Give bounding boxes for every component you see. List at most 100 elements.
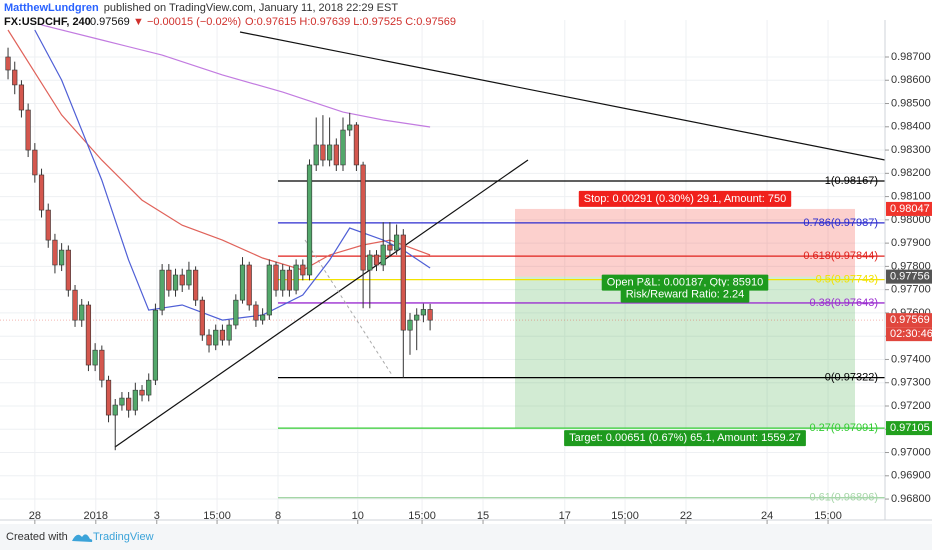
candle-body <box>327 144 333 161</box>
candle-body <box>18 84 25 111</box>
candle-body <box>253 304 259 321</box>
brand[interactable]: TradingView <box>93 531 154 543</box>
y-tick-label: 0.98000 <box>891 214 931 226</box>
position-label: Risk/Reward Ratio: 2.24 <box>626 289 745 301</box>
candle-body <box>280 269 286 291</box>
countdown-tag <box>886 327 932 342</box>
candle-body <box>273 264 279 291</box>
candles <box>5 47 433 451</box>
candle-body <box>320 144 326 161</box>
candle-body <box>286 269 293 291</box>
fib-label: 0(0.97322) <box>825 372 878 384</box>
candle-body <box>38 174 45 211</box>
y-tick-label: 0.97000 <box>891 446 931 458</box>
candle-body <box>360 164 366 271</box>
x-tick-label: 15:00 <box>408 510 436 522</box>
fib-label: 0.38(0.97643) <box>810 297 879 309</box>
candle-body <box>132 389 138 411</box>
y-tick-label: 0.97700 <box>891 284 931 296</box>
x-tick-label: 15:00 <box>814 510 842 522</box>
price-tag <box>886 421 932 436</box>
candle-body <box>126 397 132 411</box>
x-tick-label: 22 <box>680 510 692 522</box>
moving-average <box>34 29 431 321</box>
y-tick-label: 0.96900 <box>891 470 931 482</box>
candle-body <box>206 334 212 346</box>
candle-body <box>45 209 51 241</box>
price-tag <box>886 313 932 328</box>
fib-label: 0.5(0.97743) <box>816 274 878 286</box>
stop-zone <box>515 208 855 277</box>
y-tick-label: 0.97400 <box>891 353 931 365</box>
candle-body <box>347 124 353 131</box>
candle-body <box>367 254 373 271</box>
position-label: Target: 0.00651 (0.67%) 65.1, Amount: 15… <box>569 432 801 444</box>
moving-average <box>7 29 431 271</box>
candle-body <box>340 129 346 166</box>
candle-body <box>52 239 58 266</box>
candle-body <box>25 109 31 151</box>
candle-body <box>233 299 239 326</box>
fib-label: 0.618(0.97844) <box>803 250 878 262</box>
candle-body <box>313 144 319 166</box>
fib-anchor-line <box>304 239 393 376</box>
grid <box>0 20 885 520</box>
x-tick-label: 15:00 <box>611 510 639 522</box>
fib-label: 0.786(0.97987) <box>803 217 878 229</box>
y-tick-label: 0.97200 <box>891 400 931 412</box>
y-tick-label: 0.97800 <box>891 260 931 272</box>
candle-body <box>266 264 272 316</box>
candle-body <box>380 244 386 266</box>
published: published on TradingView.com, January 11… <box>104 2 399 14</box>
candle-body <box>427 309 433 321</box>
x-tick-label: 28 <box>29 510 41 522</box>
candle-body <box>59 249 65 266</box>
position-label-box <box>578 190 792 207</box>
candle-body <box>166 269 172 291</box>
fib-label: 0.61(0.96806) <box>810 492 879 504</box>
candle-body <box>92 349 98 366</box>
created-with: Created with <box>6 531 68 543</box>
candle-body <box>293 264 299 291</box>
price-tags: 0.98047 0.97756 0.97569 0.97105 02:30:46 <box>886 201 932 436</box>
candle-body <box>407 319 413 331</box>
candle-body <box>119 397 125 406</box>
y-tick-label: 0.97900 <box>891 237 931 249</box>
price-tag <box>886 201 932 216</box>
candle-body <box>414 314 420 321</box>
moving-average <box>41 24 431 128</box>
price-tag-label: 0.97569 <box>890 314 930 326</box>
author[interactable]: MatthewLundgren <box>4 2 99 14</box>
position-label: Open P&L: 0.00187, Qty: 85910 <box>607 277 764 289</box>
candle-body <box>146 379 152 396</box>
position-labels: Stop: 0.00291 (0.30%) 29.1, Amount: 750 O… <box>564 190 806 447</box>
candle-body <box>246 264 252 306</box>
countdown: 02:30:46 <box>890 328 932 340</box>
candle-body <box>152 309 159 381</box>
price-tag <box>886 269 932 284</box>
y-tick-label: 0.98500 <box>891 97 931 109</box>
candle-body <box>139 389 145 396</box>
candle-body <box>353 124 360 166</box>
logo[interactable] <box>72 534 93 542</box>
candle-body <box>226 324 232 341</box>
moving-averages <box>7 24 431 321</box>
candle-body <box>373 254 380 266</box>
position-label: Stop: 0.00291 (0.30%) 29.1, Amount: 750 <box>584 193 786 205</box>
candle-body <box>105 379 112 416</box>
candle-body <box>239 264 246 301</box>
candle-body <box>79 304 85 321</box>
x-tick-label: 3 <box>154 510 160 522</box>
footer-bar <box>0 524 932 550</box>
position-label-box <box>620 286 750 303</box>
ohlc: O:0.97615 H:0.97639 L:0.97525 C:0.97569 <box>245 16 456 28</box>
x-tick-label: 15 <box>477 510 489 522</box>
x-tick-label: 17 <box>559 510 571 522</box>
price-tag-label: 0.97105 <box>890 422 930 434</box>
candle-body <box>72 289 78 321</box>
candle-body <box>99 349 105 381</box>
fib-label: 1(0.98167) <box>825 175 878 187</box>
candle-body <box>172 274 179 291</box>
